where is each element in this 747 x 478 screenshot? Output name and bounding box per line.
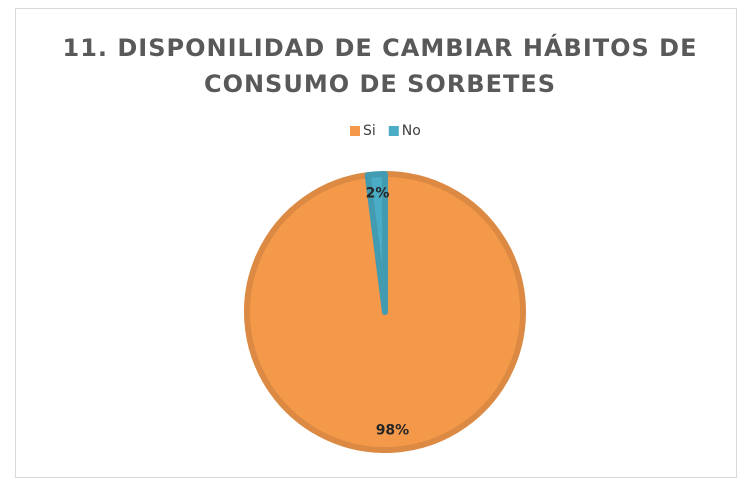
data-label: 2% [366, 186, 390, 202]
chart-title: 11. DISPONILIDAD DE CAMBIAR HÁBITOS DE C… [62, 34, 698, 98]
data-label: 98% [376, 422, 410, 438]
legend-swatch [350, 126, 360, 136]
legend-label: Si [363, 123, 376, 139]
legend-swatch [388, 126, 399, 136]
legend-label: No [402, 123, 421, 139]
pie-slice [364, 171, 388, 315]
